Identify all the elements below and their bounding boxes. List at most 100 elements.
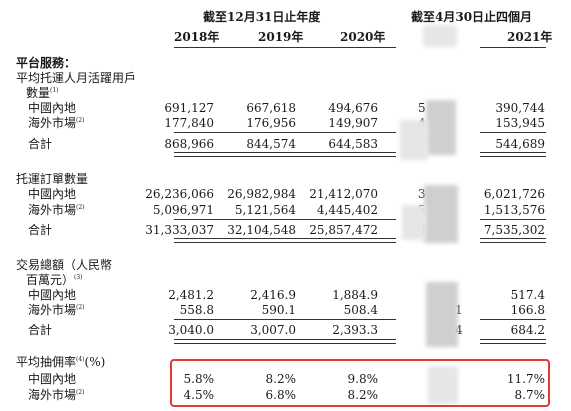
header-group-four-months: 截至4月30日止四個月 [411, 10, 533, 24]
mau-overseas-2021: 153,945 [495, 116, 545, 130]
gtv-subtotal-rule-4m [480, 319, 546, 320]
orders-mainland-2018: 26,236,066 [145, 187, 214, 201]
mau-title-line2: 數量(1) [26, 86, 59, 100]
mau-overseas-2018: 177,840 [164, 116, 214, 130]
orders-overseas-2018: 5,096,971 [152, 203, 214, 217]
gtv-total-2021: 684.2 [510, 323, 545, 337]
orders-title: 托運訂單數量 [16, 172, 89, 186]
commission-mainland-2020: 9.8% [347, 372, 379, 386]
commission-mainland-2018: 5.8% [183, 372, 215, 386]
mau-row-mainland-label: 中國內地 [28, 101, 77, 115]
gtv-overseas-2020: 508.4 [343, 303, 378, 317]
gtv-total-double-rule [174, 339, 396, 344]
footnote-marker: (2) [76, 304, 85, 311]
gtv-mainland-2019: 2,416.9 [250, 288, 296, 302]
orders-mainland-2020: 21,412,070 [309, 187, 378, 201]
redaction-blur-orders [424, 185, 458, 243]
footnote-marker: (1) [50, 87, 59, 94]
mau-row-overseas-label: 海外市場(2) [28, 116, 85, 130]
commission-row-overseas-label: 海外市場(2) [28, 388, 85, 402]
orders-total-2021: 7,535,302 [483, 223, 545, 237]
gtv-mainland-2020: 1,884.9 [332, 288, 378, 302]
gtv-row-total-label: 合計 [28, 323, 53, 337]
orders-total-2019: 32,104,548 [227, 223, 296, 237]
mau-mainland-2021: 390,744 [495, 101, 545, 115]
orders-row-total-label: 合計 [28, 223, 53, 237]
header-year-2019: 2019年 [258, 30, 304, 44]
section-title-platform: 平台服務： [16, 56, 77, 70]
footnote-marker: (2) [76, 117, 85, 124]
redaction-blur-mau [426, 100, 456, 155]
redaction-blur-orders-left [402, 205, 426, 240]
gtv-overseas-partial: 1 [455, 303, 463, 317]
redaction-blur-mau-left [400, 120, 428, 160]
commission-title: 平均抽佣率(4)(%) [16, 355, 106, 369]
orders-mainland-partial: 3 [418, 187, 426, 201]
mau-total-double-rule-4m [480, 152, 546, 157]
orders-mainland-2019: 26,982,984 [227, 187, 296, 201]
header-rule-four-months [480, 47, 546, 48]
gtv-title-line1: 交易總額（人民幣 [16, 258, 113, 272]
gtv-mainland-2021: 517.4 [510, 288, 545, 302]
footnote-marker: (2) [76, 204, 85, 211]
orders-row-mainland-label: 中國內地 [28, 187, 77, 201]
commission-row-mainland-label: 中國內地 [28, 372, 77, 386]
mau-total-2020: 644,583 [328, 137, 378, 151]
orders-total-2018: 31,333,037 [145, 223, 214, 237]
mau-total-2021: 544,689 [495, 137, 545, 151]
redaction-blur-header [423, 25, 457, 47]
gtv-subtotal-rule [174, 319, 396, 320]
orders-mainland-2021: 6,021,726 [483, 187, 545, 201]
header-year-2020: 2020年 [340, 30, 386, 44]
commission-mainland-2021: 11.7% [506, 372, 545, 386]
gtv-row-mainland-label: 中國內地 [28, 288, 77, 302]
gtv-total-double-rule-4m [480, 339, 546, 344]
orders-subtotal-rule [174, 219, 396, 220]
commission-overseas-2020: 8.2% [347, 388, 379, 402]
header-rule-fiscal [174, 47, 396, 48]
mau-subtotal-rule [174, 132, 396, 133]
commission-overseas-2018: 4.5% [183, 388, 215, 402]
footnote-marker: (2) [76, 389, 85, 396]
gtv-row-overseas-label: 海外市場(2) [28, 303, 85, 317]
orders-total-2020: 25,857,472 [309, 223, 378, 237]
gtv-total-partial: 4 [455, 323, 463, 337]
mau-mainland-partial: 5 [418, 101, 426, 115]
orders-total-double-rule [174, 238, 396, 243]
mau-mainland-2018: 691,127 [164, 101, 214, 115]
header-year-2018: 2018年 [174, 30, 220, 44]
mau-mainland-2019: 667,618 [246, 101, 296, 115]
orders-total-double-rule-4m [480, 238, 546, 243]
mau-total-double-rule [174, 152, 396, 157]
mau-subtotal-rule-4m [480, 132, 546, 133]
gtv-total-2019: 3,007.0 [250, 323, 296, 337]
footnote-marker: (4) [76, 356, 85, 363]
gtv-total-2018: 3,040.0 [168, 323, 214, 337]
gtv-total-2020: 2,393.3 [332, 323, 378, 337]
orders-row-overseas-label: 海外市場(2) [28, 203, 85, 217]
mau-title-line1: 平均托運人月活躍用戶 [16, 71, 137, 85]
mau-row-total-label: 合計 [28, 137, 53, 151]
redaction-blur-gtv [426, 282, 458, 347]
orders-overseas-2020: 4,445,402 [316, 203, 378, 217]
footnote-marker: (3) [74, 274, 83, 281]
redaction-blur-commission [428, 366, 458, 404]
gtv-mainland-2018: 2,481.2 [168, 288, 214, 302]
header-year-2021: 2021年 [507, 30, 553, 44]
commission-mainland-2019: 8.2% [265, 372, 297, 386]
mau-mainland-2020: 494,676 [328, 101, 378, 115]
gtv-overseas-2021: 166.8 [510, 303, 545, 317]
gtv-overseas-2018: 558.8 [179, 303, 214, 317]
gtv-overseas-2019: 590.1 [261, 303, 296, 317]
mau-total-2018: 868,966 [164, 137, 214, 151]
orders-overseas-2019: 5,121,564 [234, 203, 296, 217]
mau-total-2019: 844,574 [246, 137, 296, 151]
commission-overseas-2019: 6.8% [265, 388, 297, 402]
mau-overseas-2019: 176,956 [246, 116, 296, 130]
orders-subtotal-rule-4m [480, 219, 546, 220]
mau-overseas-2020: 149,907 [328, 116, 378, 130]
highlight-box-commission [170, 359, 550, 407]
commission-overseas-2021: 8.7% [514, 388, 546, 402]
orders-overseas-2021: 1,513,576 [483, 203, 545, 217]
gtv-title-line2: 百萬元）(3) [26, 273, 83, 287]
